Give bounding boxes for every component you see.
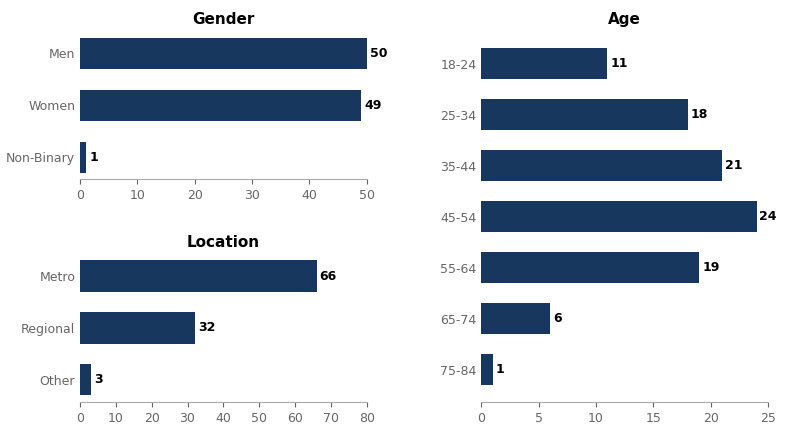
Text: 24: 24: [759, 210, 777, 223]
Title: Age: Age: [608, 12, 641, 27]
Bar: [482, 354, 493, 385]
Title: Location: Location: [186, 235, 260, 250]
Text: 1: 1: [89, 151, 98, 164]
Bar: [80, 141, 86, 173]
Bar: [80, 38, 366, 69]
Text: 19: 19: [702, 261, 719, 274]
Bar: [80, 312, 194, 343]
Text: 3: 3: [94, 373, 102, 386]
Bar: [482, 252, 699, 283]
Bar: [482, 150, 722, 181]
Bar: [482, 99, 688, 130]
Text: 50: 50: [370, 47, 388, 60]
Bar: [80, 90, 361, 121]
Bar: [80, 364, 90, 396]
Text: 11: 11: [610, 57, 628, 70]
Text: 1: 1: [496, 363, 505, 376]
Title: Gender: Gender: [192, 12, 254, 27]
Text: 66: 66: [320, 270, 337, 282]
Bar: [80, 260, 317, 292]
Text: 6: 6: [553, 312, 562, 325]
Text: 21: 21: [725, 159, 742, 172]
Text: 32: 32: [198, 321, 215, 335]
Bar: [482, 303, 550, 334]
Bar: [482, 201, 757, 232]
Text: 49: 49: [364, 99, 382, 112]
Bar: [482, 48, 607, 80]
Text: 18: 18: [690, 108, 708, 121]
